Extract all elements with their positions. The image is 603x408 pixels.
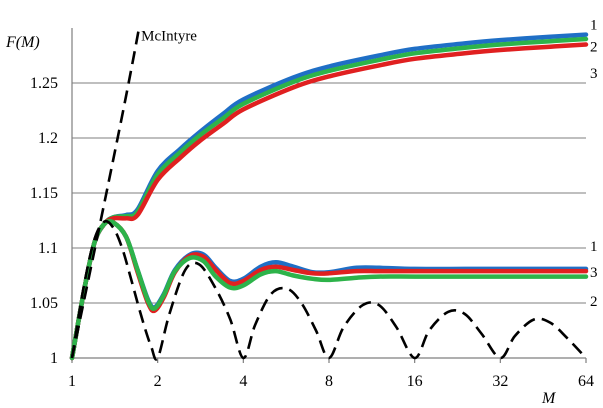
series-label-3: 3 bbox=[590, 265, 598, 281]
series-group bbox=[69, 32, 589, 361]
x-tick-label: 64 bbox=[578, 373, 594, 390]
x-axis-label: M bbox=[541, 390, 557, 407]
series-label-2: 2 bbox=[590, 40, 598, 56]
grid bbox=[72, 82, 586, 304]
y-tick-label: 1.25 bbox=[30, 75, 58, 92]
y-axis-label: F(M) bbox=[5, 34, 40, 51]
annotation-mcintyre: McIntyre bbox=[141, 29, 197, 45]
x-tick-label: 32 bbox=[492, 373, 508, 390]
reference-curve-dashed-1 bbox=[70, 219, 587, 361]
y-tick-label: 1.15 bbox=[30, 185, 58, 202]
series-label-1: 1 bbox=[590, 18, 598, 34]
y-tick-label: 1.2 bbox=[38, 130, 58, 147]
x-tick-label: 8 bbox=[325, 373, 333, 390]
x-tick-label: 4 bbox=[239, 373, 247, 390]
reference-curves bbox=[70, 27, 587, 361]
labels: F(M) M 11.051.11.151.21.251 2 4 8 16 32 64McIn… bbox=[5, 18, 598, 407]
series-label-3: 3 bbox=[590, 66, 598, 82]
y-tick-label: 1.05 bbox=[30, 295, 58, 312]
series-label-1: 1 bbox=[590, 239, 598, 255]
y-tick-label: 1 bbox=[50, 350, 58, 367]
reference-curve-mcintyre bbox=[70, 27, 141, 359]
series-line-3 bbox=[69, 42, 589, 361]
y-tick-label: 1.1 bbox=[38, 240, 58, 257]
x-tick-label: 1 bbox=[68, 373, 76, 390]
series-label-2: 2 bbox=[590, 294, 598, 310]
x-tick-label: 2 bbox=[154, 373, 162, 390]
x-tick-label: 16 bbox=[407, 373, 423, 390]
series-line-2 bbox=[69, 218, 589, 361]
